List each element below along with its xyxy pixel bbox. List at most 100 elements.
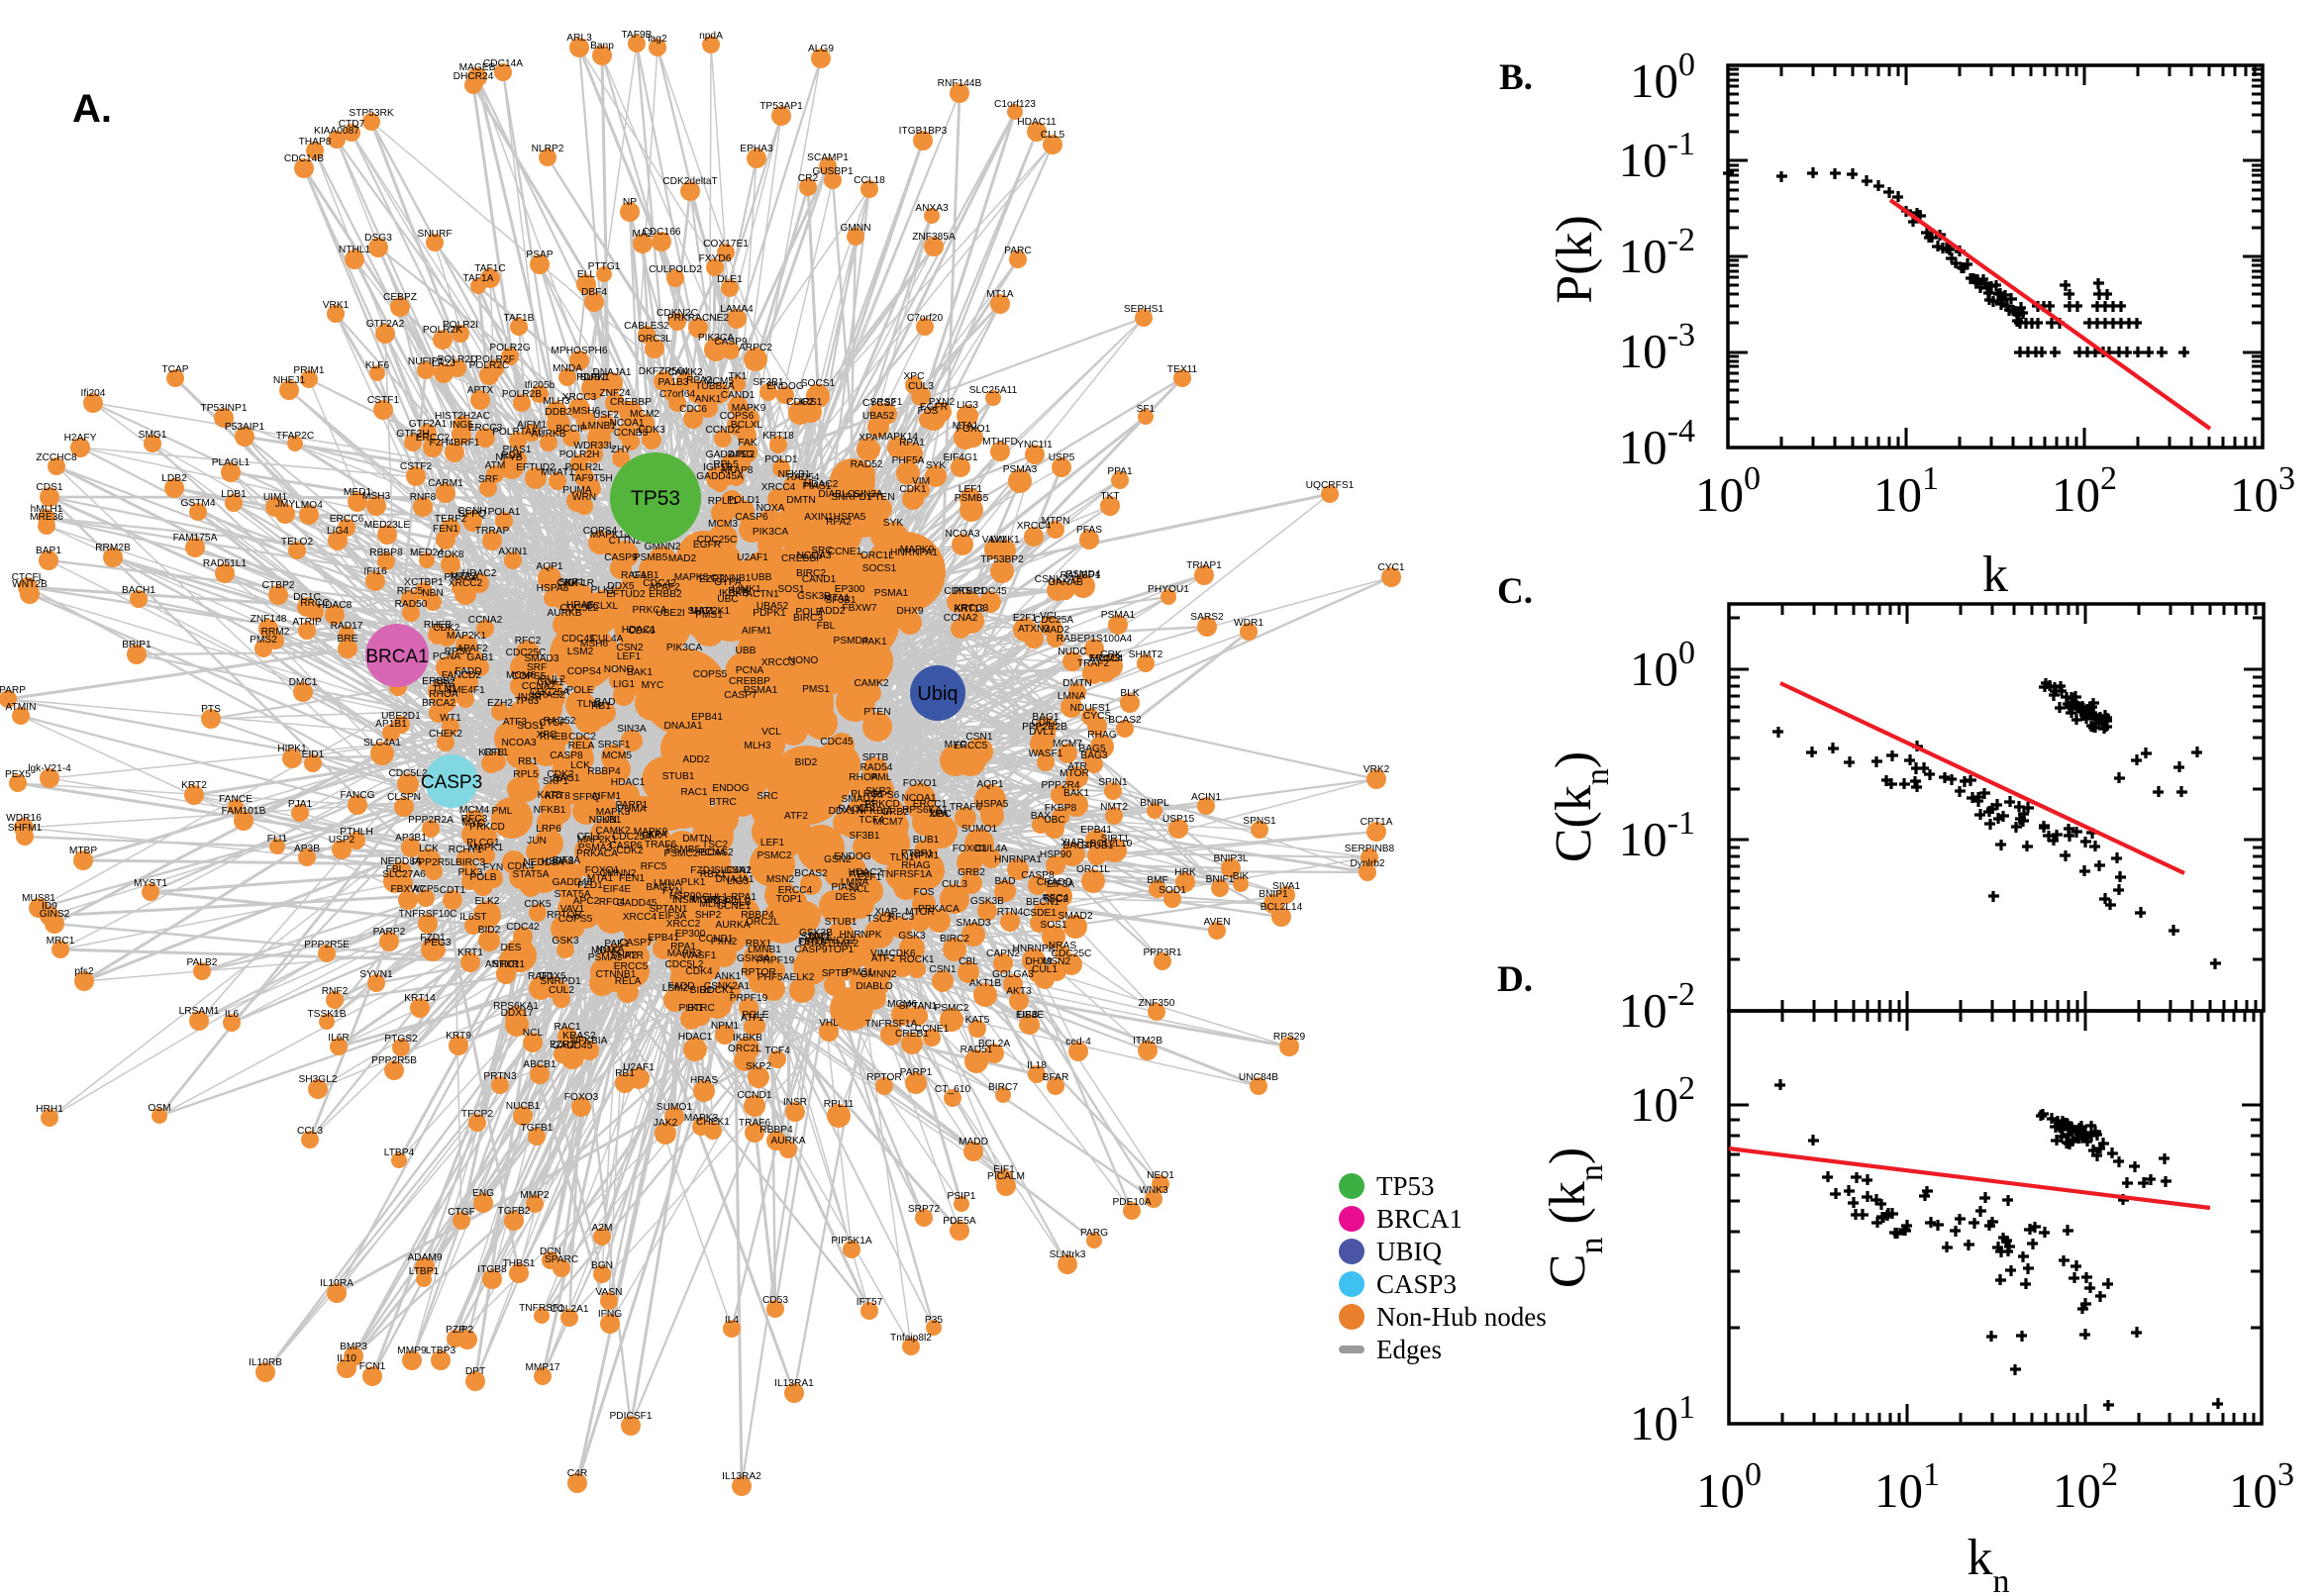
- svg-text:PRPF19: PRPF19: [757, 955, 795, 966]
- svg-text:CD53: CD53: [762, 1295, 788, 1306]
- svg-text:MSH6: MSH6: [572, 406, 601, 417]
- svg-text:ARPC2: ARPC2: [739, 343, 772, 353]
- svg-text:GRB2: GRB2: [958, 867, 985, 878]
- svg-text:TERF2: TERF2: [435, 514, 467, 525]
- svg-text:FBXW7: FBXW7: [842, 603, 876, 614]
- svg-text:SOD1: SOD1: [1159, 885, 1186, 896]
- svg-text:SRF: SRF: [527, 662, 547, 673]
- svg-text:KRAS2: KRAS2: [562, 1031, 596, 1042]
- svg-text:TGFB2: TGFB2: [498, 1206, 531, 1217]
- svg-text:GADD45A: GADD45A: [696, 471, 744, 482]
- svg-text:GADD45: GADD45: [617, 898, 657, 909]
- svg-text:XRCC2: XRCC2: [666, 919, 701, 930]
- svg-text:BID2: BID2: [795, 757, 818, 768]
- svg-text:PLK1: PLK1: [679, 1003, 704, 1014]
- svg-text:CDK2deltaT: CDK2deltaT: [662, 176, 718, 187]
- svg-text:CDK1: CDK1: [537, 677, 564, 688]
- svg-text:SOS1: SOS1: [1040, 920, 1067, 931]
- svg-text:JAK2: JAK2: [654, 1118, 678, 1129]
- svg-text:TK1: TK1: [729, 371, 748, 382]
- svg-text:HDAC2: HDAC2: [462, 568, 497, 579]
- svg-text:XPC: XPC: [904, 371, 925, 382]
- svg-text:SPNS1: SPNS1: [1243, 816, 1276, 827]
- svg-text:GTF2A1: GTF2A1: [409, 419, 448, 430]
- svg-text:TSC2: TSC2: [866, 914, 892, 925]
- svg-text:INSR: INSR: [783, 1097, 807, 1108]
- svg-text:TP53: TP53: [631, 487, 680, 510]
- svg-text:NPM1: NPM1: [711, 1021, 740, 1032]
- svg-text:GADD45G: GADD45G: [706, 449, 755, 460]
- svg-text:STAT5A: STAT5A: [513, 869, 550, 880]
- svg-text:LIG1: LIG1: [613, 679, 635, 690]
- svg-text:POLD1: POLD1: [727, 495, 760, 506]
- svg-text:AP3B: AP3B: [294, 844, 320, 854]
- svg-text:PSMB5: PSMB5: [666, 845, 701, 855]
- svg-text:HDAC1: HDAC1: [611, 777, 646, 788]
- svg-text:MMP9: MMP9: [397, 1346, 427, 1356]
- svg-text:GSK3: GSK3: [552, 936, 579, 947]
- svg-text:ORC2L: ORC2L: [746, 917, 779, 928]
- svg-text:LR2J: LR2J: [432, 358, 455, 369]
- svg-text:ZHY: ZHY: [611, 445, 632, 455]
- svg-text:SHP2: SHP2: [611, 950, 638, 961]
- svg-text:BID2: BID2: [690, 985, 713, 996]
- svg-text:BCL2L14: BCL2L14: [1261, 902, 1303, 913]
- svg-text:Dynlrb2: Dynlrb2: [1350, 858, 1384, 869]
- svg-text:EIF3A: EIF3A: [658, 911, 687, 922]
- svg-text:EPB41: EPB41: [1080, 825, 1112, 836]
- svg-text:TAF9T5H: TAF9T5H: [569, 473, 612, 484]
- svg-text:XIAP: XIAP: [1060, 838, 1083, 848]
- svg-text:MAP2K1: MAP2K1: [690, 606, 731, 617]
- svg-text:IL18: IL18: [1027, 1060, 1047, 1071]
- svg-text:BIRC2: BIRC2: [940, 934, 969, 945]
- svg-text:CABLES2: CABLES2: [624, 321, 669, 332]
- svg-text:THAP8: THAP8: [299, 137, 332, 148]
- svg-text:CTNNB1: CTNNB1: [711, 573, 752, 584]
- svg-text:KRT14: KRT14: [404, 993, 436, 1004]
- svg-text:CSN2: CSN2: [616, 643, 644, 653]
- svg-text:PRKACA: PRKACA: [918, 904, 960, 915]
- svg-text:PPP3R1: PPP3R1: [1143, 948, 1181, 958]
- svg-text:AVEN: AVEN: [1204, 917, 1231, 928]
- svg-text:CCNE1: CCNE1: [915, 1024, 950, 1035]
- svg-text:HNRNPA1: HNRNPA1: [994, 854, 1042, 865]
- svg-text:HNRNPK: HNRNPK: [839, 930, 881, 941]
- svg-text:SARS2: SARS2: [1190, 612, 1224, 623]
- svg-text:MAD2: MAD2: [668, 553, 697, 564]
- svg-text:NFKBIA: NFKBIA: [857, 806, 893, 817]
- svg-text:IGF1R: IGF1R: [703, 462, 733, 473]
- svg-text:PTEN: PTEN: [863, 707, 890, 718]
- svg-text:DNAJA1: DNAJA1: [592, 367, 631, 378]
- svg-text:MCM4: MCM4: [459, 805, 489, 816]
- svg-text:CPT1A: CPT1A: [1361, 817, 1393, 828]
- svg-text:TLN1: TLN1: [890, 852, 915, 863]
- svg-text:VAV1: VAV1: [560, 904, 585, 915]
- svg-text:CSTF1: CSTF1: [367, 395, 400, 406]
- svg-text:RAD17: RAD17: [331, 621, 363, 632]
- svg-text:RFC3: RFC3: [461, 814, 488, 825]
- svg-text:SHFM1: SHFM1: [8, 823, 43, 834]
- svg-text:ACTN1: ACTN1: [746, 589, 779, 600]
- svg-text:UBC: UBC: [930, 809, 952, 820]
- svg-text:PCNA: PCNA: [698, 848, 727, 858]
- svg-text:ADD2: ADD2: [682, 754, 710, 765]
- svg-text:PDE10A: PDE10A: [1112, 1197, 1151, 1208]
- svg-text:PSMC2: PSMC2: [663, 848, 698, 859]
- svg-text:NFKB1: NFKB1: [534, 805, 566, 816]
- svg-text:FAK: FAK: [738, 438, 757, 449]
- svg-text:PSMC2: PSMC2: [934, 1003, 968, 1014]
- svg-text:GMNN: GMNN: [840, 223, 870, 234]
- svg-text:MAPK14: MAPK14: [590, 530, 631, 541]
- svg-text:MCM6: MCM6: [506, 670, 536, 681]
- svg-text:kn: kn: [1968, 1530, 2010, 1596]
- svg-text:SNRPD1: SNRPD1: [831, 492, 872, 503]
- svg-text:CDK4: CDK4: [1031, 718, 1059, 729]
- svg-text:PML: PML: [871, 772, 892, 783]
- svg-text:HDAC1: HDAC1: [678, 1032, 713, 1043]
- svg-text:BACH1: BACH1: [122, 585, 155, 596]
- svg-text:BCAS2: BCAS2: [794, 868, 828, 879]
- svg-text:MED1: MED1: [344, 487, 372, 498]
- svg-text:PDPK1: PDPK1: [576, 372, 610, 383]
- svg-text:BAP1: BAP1: [36, 546, 61, 556]
- svg-text:RAD54: RAD54: [860, 762, 893, 773]
